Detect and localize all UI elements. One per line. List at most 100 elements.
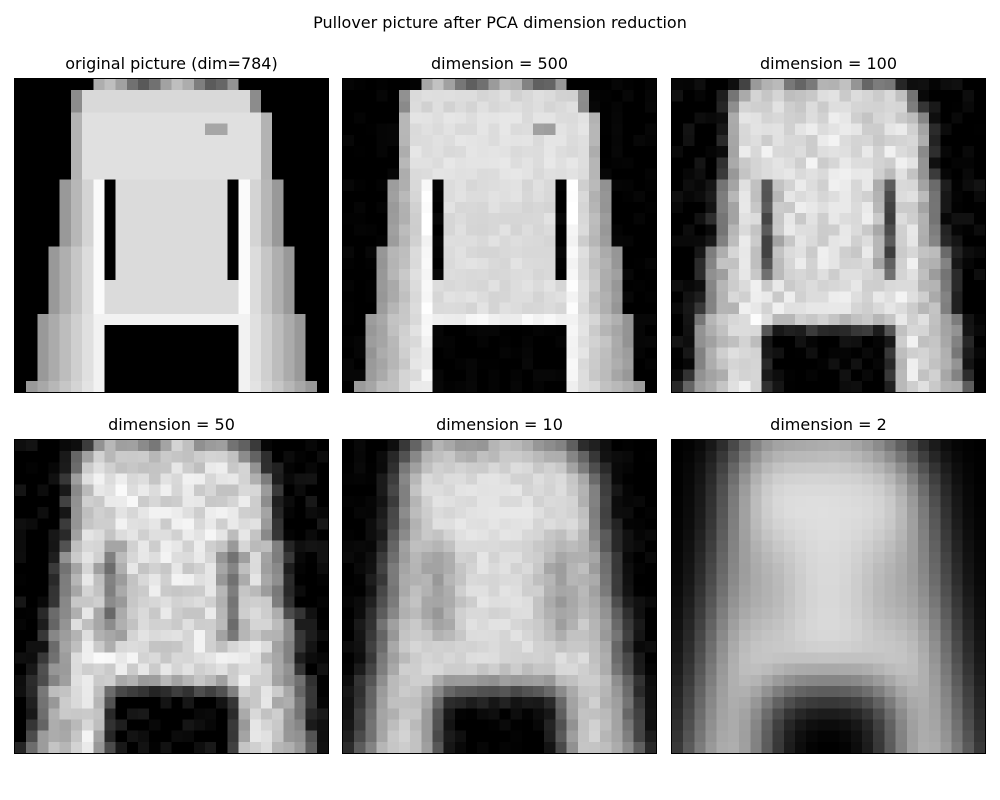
pixel <box>962 302 975 314</box>
pixel <box>929 313 941 326</box>
pixel <box>126 507 139 519</box>
pixel <box>929 179 941 192</box>
pixel <box>873 562 885 575</box>
pixel <box>182 369 195 382</box>
pixel <box>294 574 306 586</box>
panel-dim-50: dimension = 50 <box>14 415 329 754</box>
pixel <box>70 201 83 214</box>
pixel <box>794 674 807 687</box>
pixel <box>59 674 72 687</box>
pixel <box>48 630 60 642</box>
pixel <box>783 529 796 541</box>
pixel <box>555 562 567 575</box>
pixel <box>48 79 60 91</box>
pixel <box>160 630 172 642</box>
pixel <box>376 347 388 359</box>
pixel <box>633 179 646 192</box>
pixel <box>421 112 433 124</box>
pixel <box>443 123 456 136</box>
pixel <box>93 336 105 348</box>
pixel <box>739 380 751 392</box>
pixel <box>115 336 128 348</box>
pixel <box>59 123 72 136</box>
pixel <box>566 741 578 753</box>
pixel <box>260 663 273 675</box>
pixel <box>884 562 896 575</box>
pixel <box>93 179 105 192</box>
pixel <box>783 540 796 553</box>
pixel <box>93 324 105 337</box>
pixel <box>772 630 785 642</box>
pixel <box>794 484 807 497</box>
pixel <box>15 358 27 370</box>
pixel <box>940 719 952 731</box>
pixel <box>193 630 206 642</box>
pixel <box>555 324 567 337</box>
pixel <box>817 235 829 247</box>
pixel <box>750 495 762 508</box>
pixel <box>940 179 952 192</box>
pixel <box>633 123 646 136</box>
pixel <box>672 630 684 642</box>
pixel <box>26 291 38 303</box>
pixel <box>577 618 590 631</box>
pixel <box>272 146 284 158</box>
pixel <box>895 507 907 519</box>
pixel <box>294 663 306 675</box>
pixel <box>354 518 366 530</box>
pixel <box>521 134 534 147</box>
pixel <box>622 112 634 124</box>
pixel <box>962 369 975 382</box>
pixel <box>365 741 377 753</box>
pixel <box>410 551 422 564</box>
pixel <box>443 719 456 731</box>
pixel <box>82 462 94 474</box>
pixel <box>443 324 456 337</box>
pixel <box>862 473 874 485</box>
pixel <box>283 157 295 169</box>
pixel <box>387 440 400 452</box>
pixel <box>216 518 228 530</box>
pixel <box>884 685 896 698</box>
pixel <box>839 641 852 653</box>
pixel <box>26 462 38 474</box>
pixel <box>566 269 578 281</box>
pixel <box>70 90 83 102</box>
pixel <box>398 269 411 281</box>
pixel <box>182 302 195 314</box>
pixel <box>510 641 523 653</box>
pixel <box>115 101 128 113</box>
pixel <box>294 235 306 247</box>
pixel <box>727 112 740 124</box>
pixel <box>973 291 985 303</box>
pixel <box>839 369 852 382</box>
pixel <box>644 473 656 485</box>
pixel <box>940 336 952 348</box>
pixel <box>727 324 740 337</box>
pixel <box>205 719 217 731</box>
pixel <box>906 719 919 731</box>
pixel <box>376 168 388 180</box>
pixel <box>761 347 773 359</box>
pixel <box>238 495 250 508</box>
pixel <box>951 358 963 370</box>
pixel <box>533 235 545 247</box>
pixel <box>260 652 273 664</box>
pixel <box>216 246 228 259</box>
pixel <box>365 495 377 508</box>
pixel <box>544 462 556 474</box>
pixel <box>940 574 952 586</box>
pixel <box>862 529 874 541</box>
pixel <box>48 190 60 203</box>
pixel <box>477 685 489 698</box>
pixel <box>577 336 590 348</box>
pixel <box>906 224 919 236</box>
pixel <box>772 190 785 203</box>
pixel <box>216 551 228 564</box>
pixel <box>227 451 239 463</box>
pixel <box>622 495 634 508</box>
pixel <box>104 484 116 497</box>
pixel <box>600 473 612 485</box>
pixel <box>873 235 885 247</box>
pixel <box>828 336 840 348</box>
